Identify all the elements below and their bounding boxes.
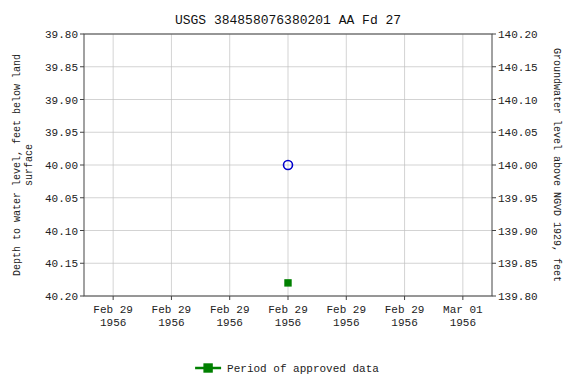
tick-mark <box>492 66 496 67</box>
tick-label: 40.05 <box>45 193 78 205</box>
legend-label: Period of approved data <box>227 363 379 375</box>
tick-mark <box>492 99 496 100</box>
marks <box>284 161 293 286</box>
tick-label: Feb 291956 <box>385 304 425 329</box>
tick-label: 40.00 <box>45 160 78 172</box>
plot-frame <box>84 34 492 296</box>
y-axis-label: Depth to water level, feet below landsur… <box>12 54 35 276</box>
y-axis: 39.80 39.85 39.90 39.95 40.00 40.05 40.10 40.15… <box>45 29 84 303</box>
tick-label: 39.90 <box>45 95 78 107</box>
tick-label: Mar 011956 <box>443 304 483 329</box>
tick-label: Feb 291956 <box>210 304 250 329</box>
grid-line <box>462 34 463 296</box>
tick-mark <box>171 296 172 300</box>
text-line: 1956 <box>333 317 359 329</box>
text-line: Feb 29 <box>268 304 308 316</box>
tick-mark <box>80 99 84 100</box>
tick-label: Feb 291956 <box>152 304 192 329</box>
tick-label: 140.20 <box>498 29 538 41</box>
y2-label-group: Groundwater level above NGVD 1929, feet <box>551 48 562 282</box>
text-line: 1956 <box>158 317 184 329</box>
y2-axis: 140.20 140.15 140.10 140.05 140.00 139.95 139.… <box>492 29 538 303</box>
tick-mark <box>80 165 84 166</box>
tick-label: 140.15 <box>498 62 538 74</box>
tick-label: 140.00 <box>498 160 538 172</box>
tick-mark <box>492 34 496 35</box>
text-line: surface <box>24 144 35 186</box>
grid-line <box>113 34 114 296</box>
grid <box>84 34 492 296</box>
grid-line <box>404 34 405 296</box>
tick-label: 139.80 <box>498 291 538 303</box>
tick-mark <box>80 230 84 231</box>
tick-mark <box>229 296 230 300</box>
tick-mark <box>80 263 84 264</box>
tick-mark <box>113 296 114 300</box>
text-line: Mar 01 <box>443 304 483 316</box>
tick-label: 39.85 <box>45 62 78 74</box>
tick-label: 139.85 <box>498 258 538 270</box>
tick-mark <box>492 165 496 166</box>
tick-label: 40.20 <box>45 291 78 303</box>
tick-mark <box>492 132 496 133</box>
grid-line <box>171 34 172 296</box>
tick-mark <box>80 197 84 198</box>
tick-mark <box>462 296 463 300</box>
text-line: Feb 29 <box>152 304 192 316</box>
x-axis: Feb 291956Feb 291956Feb 291956Feb 291956… <box>93 296 483 329</box>
text-line: 1956 <box>275 317 301 329</box>
grid-line <box>288 34 289 296</box>
y-label-group: Depth to water level, feet below landsur… <box>12 54 35 276</box>
text-line: Depth to water level, feet below land <box>12 54 23 276</box>
tick-mark <box>346 296 347 300</box>
tick-mark <box>288 296 289 300</box>
tick-label: 140.10 <box>498 95 538 107</box>
tick-label: 39.80 <box>45 29 78 41</box>
chart: 39.80 39.85 39.90 39.95 40.00 40.05 40.10 40.15… <box>0 0 576 384</box>
grid-line <box>229 34 230 296</box>
tick-mark <box>492 263 496 264</box>
legend: Period of approved data <box>195 363 379 375</box>
tick-mark <box>80 66 84 67</box>
text-line: 1956 <box>217 317 243 329</box>
tick-label: 40.15 <box>45 258 78 270</box>
grid-line <box>346 34 347 296</box>
text-line: Feb 29 <box>210 304 250 316</box>
tick-label: 139.95 <box>498 193 538 205</box>
tick-mark <box>80 34 84 35</box>
text-line: Feb 29 <box>326 304 366 316</box>
text-line: 1956 <box>450 317 476 329</box>
y2-axis-label: Groundwater level above NGVD 1929, feet <box>551 48 562 282</box>
legend-marker <box>204 364 212 372</box>
text-line: 1956 <box>100 317 126 329</box>
tick-label: 139.90 <box>498 226 538 238</box>
tick-mark <box>492 230 496 231</box>
tick-label: 40.10 <box>45 226 78 238</box>
text-line: Feb 29 <box>93 304 133 316</box>
tick-label: Feb 291956 <box>268 304 308 329</box>
tick-label: 140.05 <box>498 127 538 139</box>
tick-mark <box>492 296 496 297</box>
title: USGS 384858076380201 AA Fd 27 <box>175 13 401 28</box>
point <box>285 280 291 286</box>
text-line: Feb 29 <box>385 304 425 316</box>
point <box>284 161 293 170</box>
tick-mark <box>492 197 496 198</box>
tick-label: Feb 291956 <box>326 304 366 329</box>
tick-mark <box>80 296 84 297</box>
tick-label: Feb 291956 <box>93 304 133 329</box>
tick-label: 39.95 <box>45 127 78 139</box>
text-line: 1956 <box>391 317 417 329</box>
tick-mark <box>80 132 84 133</box>
tick-mark <box>404 296 405 300</box>
